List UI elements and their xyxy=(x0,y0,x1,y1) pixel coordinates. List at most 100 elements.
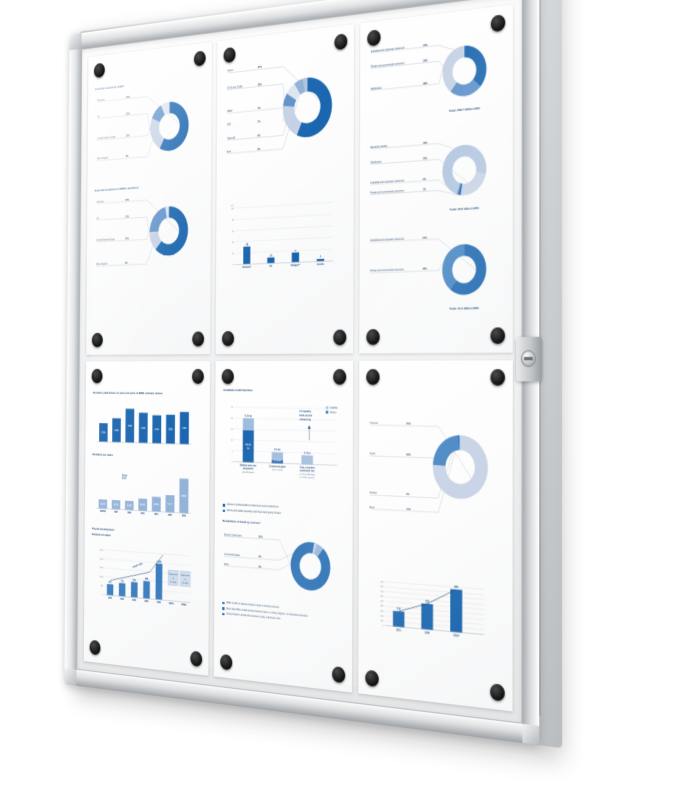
bar-value-label: 17 xyxy=(294,250,297,252)
slice-label: Private and commercial customers xyxy=(370,268,405,273)
slice-value: 2% xyxy=(259,555,263,558)
poster-sheet-6: Thermal 76% Hydro 23% Nuclear 1% Wind <1% 900 80… xyxy=(358,359,513,712)
category-label: 2001 xyxy=(396,629,402,632)
cylinder-lock[interactable] xyxy=(516,336,542,382)
magnet[interactable] xyxy=(490,368,505,386)
category-note: (up to 30 years) xyxy=(242,471,254,475)
slice-label: Hydro xyxy=(370,452,376,456)
corner-cap-top-left xyxy=(69,32,82,51)
category-label: Fully committed xyxy=(300,466,316,470)
y-tick: 0 xyxy=(232,462,234,464)
legend-swatch xyxy=(325,411,329,414)
slice-value: 76% xyxy=(406,422,411,425)
bar xyxy=(450,588,463,633)
poster-sheet-5: Available credit facilities 25 20 15 10 5 0 € … xyxy=(213,360,354,693)
donut-slice xyxy=(432,434,459,466)
callout-text: for liquidity xyxy=(299,410,311,413)
donut-total-label: Total: 34.4 billion kWh xyxy=(449,306,479,311)
chart-available-credit-facilities: Available credit facilities 25 20 15 10 5 0 € … xyxy=(223,387,345,506)
category-label: 2006 xyxy=(425,632,431,635)
lock-keyhole-icon xyxy=(521,350,536,367)
category-label: Medium-term note xyxy=(240,464,257,468)
slice-value: 23% xyxy=(406,453,411,457)
bar-value-label: 31 xyxy=(246,244,249,246)
bar-inner-label: € 1.5 bn xyxy=(274,460,282,462)
bar-growth-outlook: 9008007006005004003002001000319200152220… xyxy=(380,581,503,637)
slice-value: 72% xyxy=(423,141,428,145)
leader-line xyxy=(370,442,440,458)
callout-arrowhead xyxy=(307,425,311,430)
slice-value: 61% xyxy=(423,236,428,240)
page-content-6: Thermal 76% Hydro 23% Nuclear 1% Wind <1% 900 80… xyxy=(358,360,513,712)
donut-total-label: Total: 96.8 billion kWh xyxy=(449,206,479,212)
corner-cap-bottom-left xyxy=(64,668,77,686)
annotation: CAGR xyxy=(412,598,419,602)
gridline xyxy=(385,581,484,589)
slice-value: 6% xyxy=(257,134,261,137)
leader-line xyxy=(370,237,485,281)
poster-sheet-3: Industrial and corporate customers 37% Pri… xyxy=(359,4,513,353)
y-tick: 100 xyxy=(380,620,383,623)
category-label-2: syndicated loan xyxy=(300,470,315,474)
magnet[interactable] xyxy=(366,328,380,345)
callout-text: back-up and xyxy=(299,414,312,417)
bar xyxy=(291,252,300,263)
slice-value: 2% xyxy=(423,178,427,182)
chart-electricity-sales-volume: Industrial and corporate customers 37% Pri… xyxy=(369,30,503,127)
donut-funding-sources: Bonds & bank loans 92%Commercial paper 2%O… xyxy=(222,534,331,593)
slice-value: 1% xyxy=(423,188,427,192)
slice-label: Nuclear xyxy=(369,491,377,495)
slice-value: 92% xyxy=(259,536,264,539)
y-tick: 200 xyxy=(380,615,383,618)
donut-slice xyxy=(460,171,486,196)
magnet[interactable] xyxy=(220,653,233,671)
bar xyxy=(243,245,250,265)
y-tick: 0 xyxy=(382,625,383,627)
category-label: Germany* xyxy=(242,265,251,268)
slice-value: 3% xyxy=(257,148,261,151)
category-note: (up to 1 year) xyxy=(272,469,283,473)
magnet[interactable] xyxy=(333,329,347,345)
category-label-2: programme xyxy=(243,467,254,471)
donut-total-label: Total: 258.7 billion kWh xyxy=(449,106,480,113)
category-label: Austria xyxy=(317,263,325,267)
gridline xyxy=(235,237,333,242)
bar-segment-available xyxy=(301,455,313,465)
slice-value: 39% xyxy=(423,267,428,271)
bar-total-label: € 4 bn xyxy=(304,452,311,455)
bar-value-label: 10 xyxy=(270,255,273,257)
bar xyxy=(421,602,434,630)
magnet[interactable] xyxy=(365,669,379,688)
gridline xyxy=(235,202,333,208)
bar-value-label: 860 xyxy=(454,585,459,589)
slice-value: 6% xyxy=(258,565,262,568)
magnet[interactable] xyxy=(490,683,505,702)
display-area: External revenue by region Germany 63% UK 2… xyxy=(76,0,523,724)
category-note: (€ 2.0 bn 5 years) xyxy=(300,477,314,480)
bar-total-label: € 5 bn xyxy=(274,449,281,452)
legend-label: Available xyxy=(330,407,339,410)
y-tick: 700 xyxy=(380,591,383,593)
legend-label: Utilised xyxy=(330,411,337,414)
glass-door-frame[interactable]: External revenue by region Germany 63% UK 2… xyxy=(64,0,540,746)
gridline xyxy=(235,226,333,231)
magnet[interactable] xyxy=(333,368,347,385)
page-content-3: Industrial and corporate customers 37% Pri… xyxy=(359,5,513,353)
magnet[interactable] xyxy=(332,666,346,684)
donut-capacity-mix: Thermal 76% Hydro 23% Nuclear 1% Wind <1% xyxy=(368,421,488,526)
slice-label: Wind xyxy=(369,505,375,509)
magnet[interactable] xyxy=(490,326,505,344)
category-label: Hungary** xyxy=(291,263,301,267)
gridline xyxy=(385,591,484,599)
donut-supply-volume: Industrial and corporate customers 61%Pri… xyxy=(368,236,487,311)
magnet[interactable] xyxy=(366,368,380,385)
chart-growth-outlook: 900 800 700 600 500 400 300 200 100 0 319 2001 522 20… xyxy=(367,567,503,666)
slice-value: <1% xyxy=(406,507,411,511)
annotation: +10% xyxy=(412,603,418,606)
gridline xyxy=(235,214,333,219)
bullet-text: Strong and stable operating cash flow tr… xyxy=(226,508,281,515)
chart-breakdown-of-funding-sources: Breakdown of funding sources* Bonds & ba… xyxy=(222,519,344,609)
bullets-credit: Access to substantial committed and unco… xyxy=(222,503,344,519)
y-tick: 400 xyxy=(380,605,383,607)
